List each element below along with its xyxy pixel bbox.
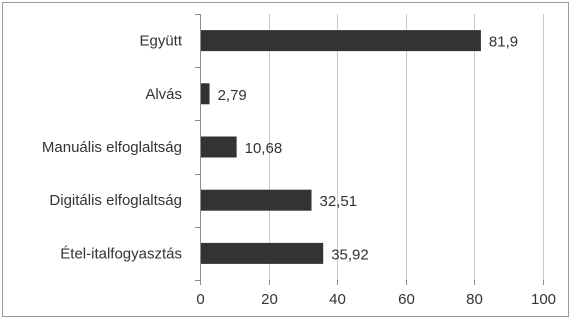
- bar-3: [201, 189, 312, 211]
- x-tick-label-80: 80: [466, 291, 483, 308]
- bar-2: [201, 136, 237, 158]
- bar-4: [201, 242, 324, 264]
- x-tick-label-0: 0: [196, 291, 204, 308]
- x-tick-label-20: 20: [261, 291, 278, 308]
- category-label-1: Alvás: [145, 86, 182, 103]
- axes: [195, 14, 544, 285]
- tick-labels: 0 20 40 60 80 100: [196, 291, 556, 308]
- x-tick-label-60: 60: [398, 291, 415, 308]
- x-tick-label-100: 100: [531, 291, 556, 308]
- category-label-0: Együtt: [139, 33, 182, 50]
- category-label-2: Manuális elfoglaltság: [42, 139, 182, 156]
- x-tick-label-40: 40: [329, 291, 346, 308]
- bar-0: [201, 30, 481, 52]
- category-label-4: Étel-italfogyasztás: [60, 245, 182, 262]
- bars: [201, 30, 481, 264]
- value-label-1: 2,79: [218, 87, 247, 104]
- value-labels: 81,9 2,79 10,68 32,51 35,92: [218, 34, 519, 264]
- value-label-0: 81,9: [489, 34, 518, 51]
- category-labels: Együtt Alvás Manuális elfoglaltság Digitáli…: [42, 33, 183, 263]
- gridlines: [269, 14, 544, 280]
- category-label-3: Digitális elfoglaltság: [49, 192, 182, 209]
- value-label-3: 32,51: [320, 193, 358, 210]
- bar-1: [201, 83, 210, 105]
- value-label-2: 10,68: [245, 140, 283, 157]
- value-label-4: 35,92: [331, 246, 369, 263]
